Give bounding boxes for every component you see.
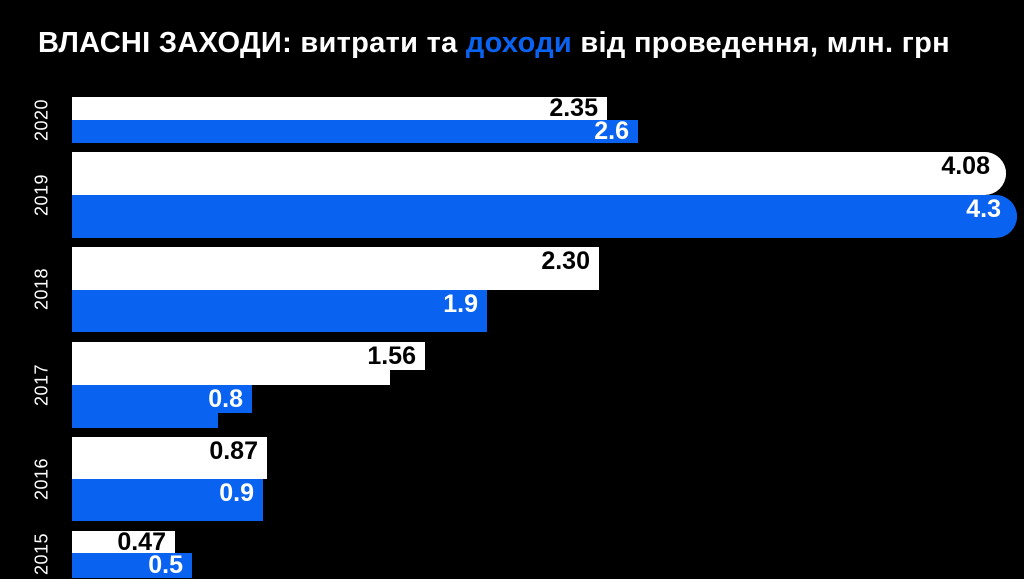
year-label-2017: 2017	[31, 363, 52, 407]
bar-income-2015: 0.5	[72, 553, 192, 578]
value-label-income-2018: 1.9	[431, 290, 487, 318]
title-text-expenses: ВЛАСНІ ЗАХОДИ: витрати та	[38, 27, 466, 59]
bar-expenses-2016: 0.87	[72, 437, 267, 479]
value-label-income-2015: 0.5	[136, 553, 192, 578]
value-label-expenses-2019: 4.08	[929, 152, 1006, 180]
value-label-expenses-2015: 0.47	[105, 529, 175, 554]
value-label-expenses-2017: 1.56	[355, 342, 425, 370]
value-label-expenses-2016: 0.87	[197, 437, 267, 465]
year-label-2019: 2019	[31, 173, 52, 217]
bar-expenses-2019: 4.08	[72, 152, 1006, 195]
year-label-2015: 2015	[31, 532, 52, 576]
bar-expenses-2015: 0.47	[72, 529, 175, 554]
bar-income-2017: 0.8	[72, 385, 252, 428]
value-label-expenses-2018: 2.30	[529, 247, 599, 275]
bar-expenses-2017: 1.56	[72, 342, 425, 385]
value-label-expenses-2020: 2.35	[537, 96, 607, 121]
value-label-income-2017: 0.8	[196, 385, 252, 413]
bar-expenses-2018: 2.30	[72, 247, 599, 290]
year-label-2018: 2018	[31, 267, 52, 311]
title-text-rest: від проведення, млн. грн	[572, 27, 950, 59]
value-label-income-2019: 4.3	[954, 195, 1017, 223]
slide-title: ВЛАСНІ ЗАХОДИ: витрати та доходи від про…	[38, 27, 950, 60]
year-label-2020: 2020	[31, 98, 52, 142]
bar-income-2020: 2.6	[72, 119, 638, 144]
bar-expenses-2020: 2.35	[72, 96, 607, 121]
bar-income-2016: 0.9	[72, 479, 263, 521]
title-highlight-income: доходи	[465, 27, 573, 59]
bar-income-2018: 1.9	[72, 290, 487, 332]
bar-income-2019: 4.3	[72, 195, 1017, 238]
value-label-income-2020: 2.6	[582, 119, 638, 144]
year-label-2016: 2016	[31, 457, 52, 501]
value-label-income-2016: 0.9	[207, 479, 263, 507]
